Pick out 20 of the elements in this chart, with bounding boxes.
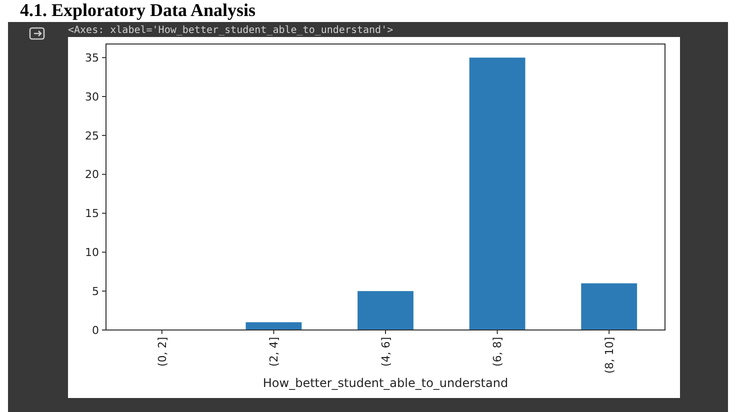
bar [581, 283, 638, 330]
y-tick-label: 20 [85, 168, 99, 182]
y-tick-label: 10 [85, 246, 99, 260]
bar [358, 291, 414, 330]
y-tick-label: 25 [85, 129, 99, 142]
x-tick-label: (2, 4] [268, 337, 281, 367]
x-tick-label: (6, 8] [491, 337, 504, 367]
x-tick-label: (8, 10] [602, 337, 616, 374]
bar [469, 58, 526, 330]
x-tick-label: (0, 2] [156, 337, 169, 367]
bar [246, 322, 302, 330]
y-tick-label: 15 [85, 207, 99, 220]
chart-title: 4.1. Exploratory Data Analysis [20, 0, 256, 20]
x-tick-label: (4, 6] [379, 337, 392, 367]
y-tick-label: 0 [92, 324, 99, 337]
x-axis-title: How_better_student_able_to_understand [262, 376, 508, 390]
y-tick-label: 35 [85, 51, 99, 64]
text: <Axes: xlabel='How_better_student_able_to_understand'> [68, 25, 394, 36]
y-tick-label: 5 [92, 284, 99, 298]
y-tick-label: 30 [85, 90, 99, 104]
